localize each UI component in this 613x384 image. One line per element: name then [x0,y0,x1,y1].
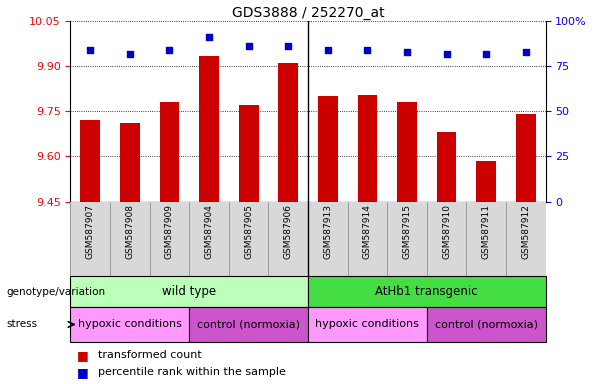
Point [204,34,214,40]
Point [362,47,372,53]
Text: control (normoxia): control (normoxia) [197,319,300,329]
Point [164,47,174,53]
Text: GSM587914: GSM587914 [363,204,372,259]
Bar [476,161,496,202]
Bar [238,105,259,202]
Point [323,47,333,53]
Bar [516,114,536,202]
Text: GSM587909: GSM587909 [165,204,174,259]
Bar [318,96,338,202]
Title: GDS3888 / 252270_at: GDS3888 / 252270_at [232,6,384,20]
Bar [70,307,189,342]
Bar [397,102,417,202]
Bar [120,123,140,202]
Text: GSM587905: GSM587905 [244,204,253,259]
Text: ■: ■ [77,349,88,362]
Text: GSM587912: GSM587912 [521,204,530,259]
Text: genotype/variation: genotype/variation [6,287,105,297]
Text: wild type: wild type [162,285,216,298]
Text: GSM587915: GSM587915 [403,204,411,259]
Text: stress: stress [6,319,37,329]
Bar [159,102,180,202]
Point [521,49,531,55]
Text: GSM587904: GSM587904 [205,204,213,259]
Text: control (normoxia): control (normoxia) [435,319,538,329]
Text: GSM587910: GSM587910 [442,204,451,259]
Point [442,51,452,57]
Point [402,49,412,55]
Text: GSM587906: GSM587906 [284,204,293,259]
Bar [189,307,308,342]
Text: AtHb1 transgenic: AtHb1 transgenic [376,285,478,298]
Point [125,51,135,57]
Bar [278,63,298,202]
Text: GSM587911: GSM587911 [482,204,490,259]
Bar [70,276,308,307]
Point [283,43,293,50]
Bar [199,56,219,202]
Text: GSM587908: GSM587908 [126,204,134,259]
Text: GSM587907: GSM587907 [86,204,95,259]
Point [481,51,491,57]
Text: ■: ■ [77,366,88,379]
Bar [308,307,427,342]
Text: hypoxic conditions: hypoxic conditions [78,319,182,329]
Bar [427,307,546,342]
Text: percentile rank within the sample: percentile rank within the sample [98,367,286,377]
Bar [80,120,100,202]
Point [244,43,254,50]
Text: transformed count: transformed count [98,350,202,360]
Bar [436,132,457,202]
Point [85,47,95,53]
Bar [357,95,378,202]
Text: GSM587913: GSM587913 [323,204,332,259]
Bar [308,276,546,307]
Text: hypoxic conditions: hypoxic conditions [316,319,419,329]
